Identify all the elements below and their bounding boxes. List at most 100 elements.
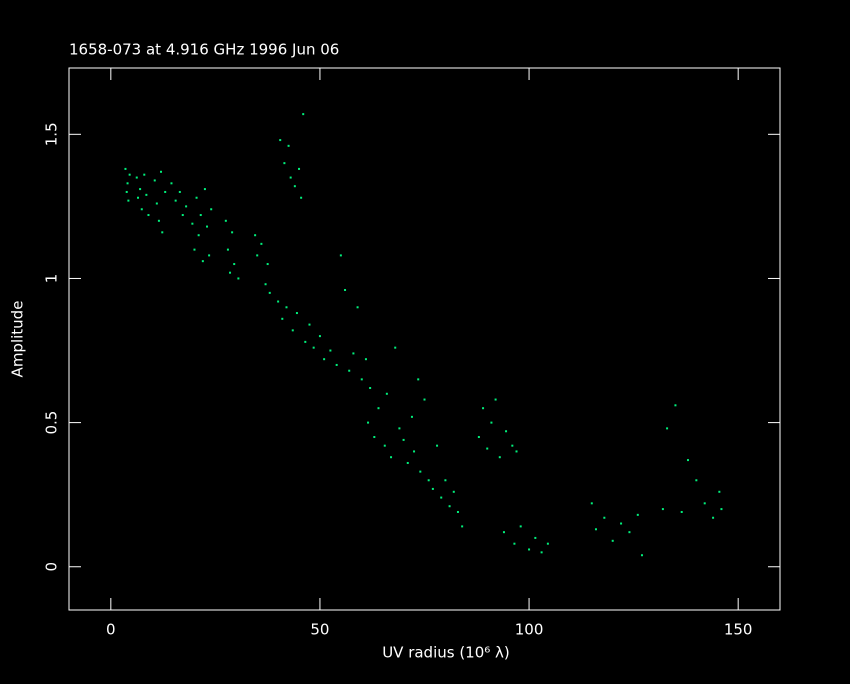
x-axis-label: UV radius (10⁶ λ) xyxy=(382,644,510,662)
data-point xyxy=(203,188,206,191)
data-point xyxy=(283,162,286,165)
data-point xyxy=(456,510,459,513)
data-point xyxy=(339,254,342,257)
data-point xyxy=(686,459,689,462)
data-point xyxy=(300,196,303,199)
plot-frame xyxy=(68,67,781,611)
y-tick-label: 0 xyxy=(43,562,61,572)
data-point xyxy=(666,427,669,430)
x-tick-label: 100 xyxy=(515,621,544,639)
data-point xyxy=(502,531,505,534)
data-point xyxy=(398,427,401,430)
data-point xyxy=(279,139,282,142)
data-point xyxy=(291,329,294,332)
data-point xyxy=(153,179,156,182)
data-point xyxy=(352,352,355,355)
data-point xyxy=(383,444,386,447)
data-point xyxy=(178,190,181,193)
x-tick-label: 50 xyxy=(310,621,329,639)
data-point xyxy=(226,248,229,251)
data-point xyxy=(281,317,284,320)
data-point xyxy=(174,199,177,202)
data-point xyxy=(364,358,367,361)
data-point xyxy=(603,516,606,519)
data-point xyxy=(540,551,543,554)
data-point xyxy=(461,525,464,528)
data-point xyxy=(402,438,405,441)
data-point xyxy=(486,447,489,450)
data-point xyxy=(390,456,393,459)
data-point xyxy=(135,176,138,179)
data-point xyxy=(680,510,683,513)
data-point xyxy=(161,231,164,234)
data-point xyxy=(611,539,614,542)
y-axis-label: Amplitude xyxy=(9,301,27,378)
data-point xyxy=(139,188,142,191)
data-point xyxy=(256,254,259,257)
data-point xyxy=(344,288,347,291)
data-point xyxy=(231,231,234,234)
data-point xyxy=(304,340,307,343)
x-tick-label: 150 xyxy=(724,621,753,639)
data-point xyxy=(155,202,158,205)
data-point xyxy=(498,456,501,459)
data-point xyxy=(515,450,518,453)
data-point xyxy=(712,516,715,519)
data-point xyxy=(298,167,301,170)
data-point xyxy=(164,190,167,193)
data-point xyxy=(143,173,146,176)
y-tick-label: 1.5 xyxy=(43,122,61,146)
data-point xyxy=(636,513,639,516)
data-point xyxy=(137,196,140,199)
data-point xyxy=(264,283,267,286)
data-point xyxy=(126,182,129,185)
data-point xyxy=(170,182,173,185)
data-point xyxy=(128,173,131,176)
data-point xyxy=(360,378,363,381)
data-point xyxy=(285,306,288,309)
data-point xyxy=(394,346,397,349)
data-point xyxy=(206,225,209,228)
data-point xyxy=(513,542,516,545)
data-point xyxy=(268,291,271,294)
data-point xyxy=(590,502,593,505)
data-point xyxy=(423,398,426,401)
data-point xyxy=(448,505,451,508)
data-point xyxy=(628,531,631,534)
data-point xyxy=(295,312,298,315)
data-point xyxy=(323,358,326,361)
data-point xyxy=(125,190,128,193)
data-point xyxy=(534,536,537,539)
data-point xyxy=(181,214,184,217)
data-point xyxy=(703,502,706,505)
data-point xyxy=(373,436,376,439)
data-point xyxy=(197,234,200,237)
data-point xyxy=(377,407,380,410)
data-point xyxy=(419,470,422,473)
data-point xyxy=(528,548,531,551)
data-point xyxy=(157,219,160,222)
data-point xyxy=(293,185,296,188)
data-point xyxy=(367,421,370,424)
data-point xyxy=(519,525,522,528)
data-point xyxy=(620,522,623,525)
data-point xyxy=(348,369,351,372)
data-point xyxy=(477,436,480,439)
data-point xyxy=(237,277,240,280)
data-point xyxy=(335,363,338,366)
data-point xyxy=(444,479,447,482)
data-point xyxy=(440,496,443,499)
data-point xyxy=(720,508,723,511)
data-point xyxy=(289,176,292,179)
data-point xyxy=(147,214,150,217)
data-point xyxy=(413,450,416,453)
data-point xyxy=(127,199,130,202)
data-point xyxy=(329,349,332,352)
data-point xyxy=(145,193,148,196)
y-tick-label: 0.5 xyxy=(43,411,61,435)
data-point xyxy=(640,554,643,557)
data-point xyxy=(266,263,269,266)
